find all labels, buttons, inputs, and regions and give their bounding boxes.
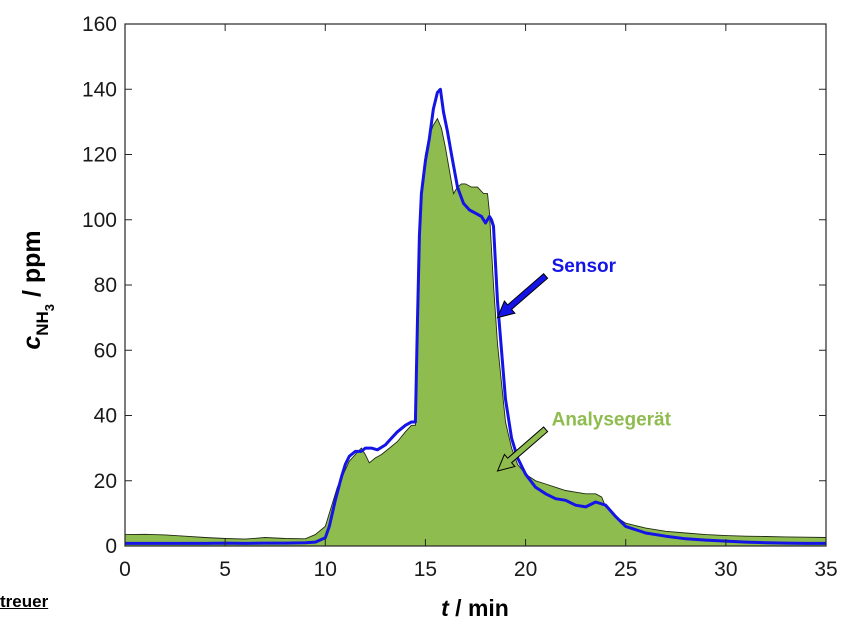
- x-tick-label: 35: [814, 558, 837, 581]
- y-tick-label: 40: [94, 405, 117, 428]
- tick-layer: 0 5 10 15 20 25 30 35 0 20 40 60 80 100 120 140 160: [82, 13, 838, 581]
- x-tick-label: 15: [414, 558, 437, 581]
- y-axis-label-unit: / ppm: [18, 230, 46, 304]
- y-axis-label-sub: NH: [33, 311, 52, 336]
- series-line-sensor: [125, 87, 826, 545]
- x-tick-label: 25: [614, 558, 637, 581]
- sensor-line-layer: [125, 87, 826, 545]
- x-tick-label: 30: [714, 558, 737, 581]
- x-tick-label: 20: [514, 558, 537, 581]
- y-tick-label: 80: [94, 274, 117, 297]
- y-tick-label: 100: [82, 209, 117, 232]
- annotation-label: Analysegerät: [552, 409, 672, 430]
- series-area-analysegeraet: [125, 118, 826, 546]
- y-axis-label: cNH3 / ppm: [18, 230, 57, 349]
- x-axis-label-var: t: [441, 595, 450, 621]
- y-tick-label: 60: [94, 339, 117, 362]
- y-tick-label: 0: [105, 535, 117, 558]
- x-tick-label: 0: [119, 558, 131, 581]
- annotation-arrow: [496, 272, 549, 319]
- y-tick-label: 160: [82, 13, 117, 36]
- x-axis-label-unit: / min: [449, 595, 509, 621]
- x-tick-label: 5: [219, 558, 231, 581]
- annotation-layer: Sensor Analysegerät: [496, 256, 672, 472]
- annotation-label: Sensor: [552, 256, 617, 277]
- x-tick-label: 10: [314, 558, 337, 581]
- y-tick-label: 140: [82, 78, 117, 101]
- y-axis-label-subsub: 3: [42, 304, 57, 311]
- x-axis-label: t / min: [441, 595, 509, 621]
- y-tick-label: 20: [94, 470, 117, 493]
- y-axis-label-var: c: [18, 336, 46, 350]
- y-tick-label: 120: [82, 144, 117, 167]
- cutoff-text: treuer: [0, 592, 49, 611]
- annotation-arrow: [496, 426, 549, 472]
